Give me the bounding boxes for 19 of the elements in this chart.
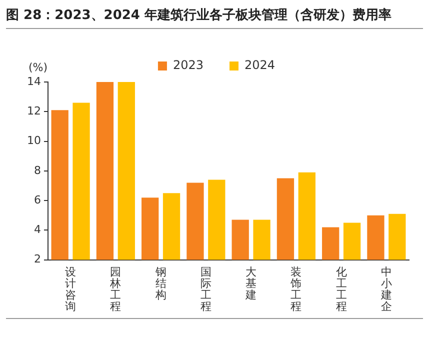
- y-tick-label: 8: [34, 164, 41, 177]
- y-tick-label: 2: [34, 252, 41, 266]
- x-tick-label: 中小建企: [380, 265, 392, 314]
- legend-label: 2023: [172, 58, 204, 72]
- y-tick-label: 14: [26, 74, 41, 88]
- y-tick-label: 6: [34, 193, 41, 206]
- chart-title: 图 28：2023、2024 年建筑行业各子板块管理（含研发）费用率: [6, 6, 423, 29]
- y-tick-label: 12: [26, 104, 41, 118]
- x-tick-label: 大基建: [244, 265, 257, 302]
- x-tick-label: 化工工程: [336, 265, 347, 314]
- y-axis-title: (%): [28, 60, 48, 74]
- y-tick-label: 10: [26, 134, 41, 148]
- x-tick-label: 国际工程: [200, 265, 212, 314]
- x-tick-label: 钢结构: [154, 265, 166, 302]
- legend-label: 2024: [244, 58, 276, 72]
- x-tick-label: 设计咨询: [65, 265, 76, 314]
- y-tick-label: 4: [34, 223, 41, 236]
- x-tick-label: 装饰工程: [290, 265, 302, 314]
- x-tick-label: 园林工程: [109, 265, 122, 314]
